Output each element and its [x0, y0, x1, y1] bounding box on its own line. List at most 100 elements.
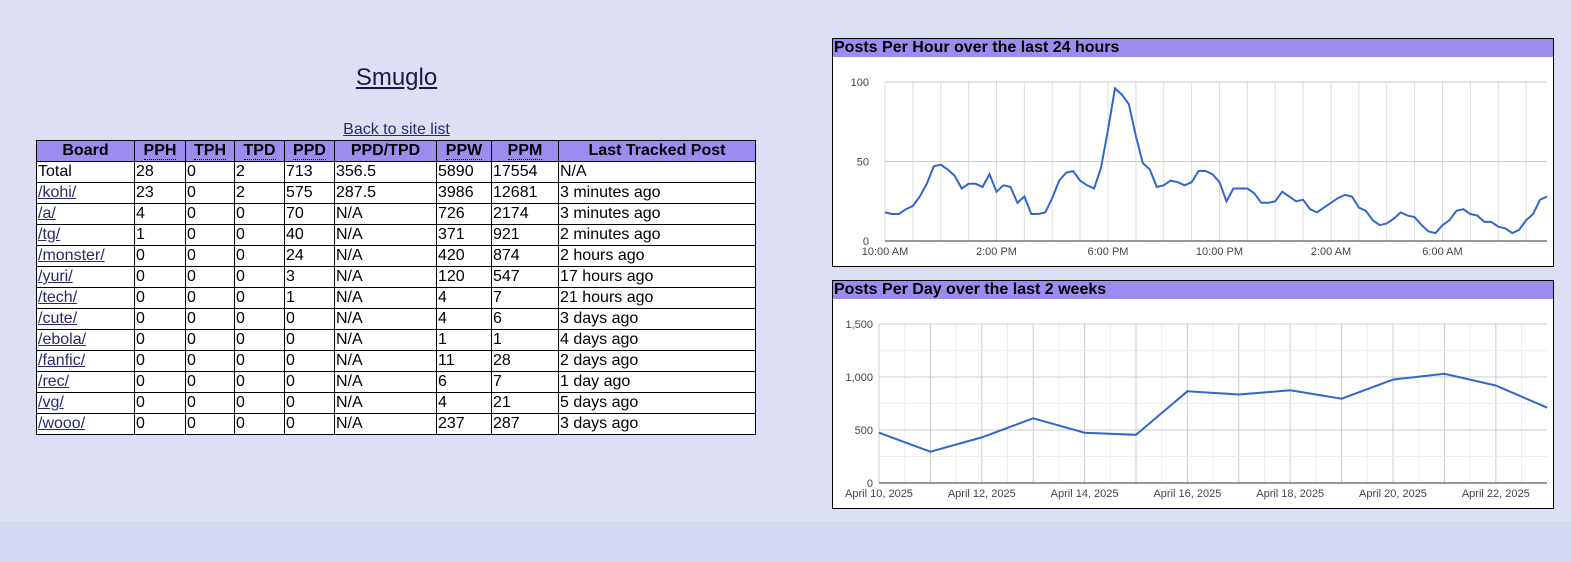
posts-per-day-title: Posts Per Day over the last 2 weeks: [833, 281, 1553, 299]
table-cell: 1: [491, 329, 559, 351]
table-cell: 24: [284, 245, 335, 267]
board-link[interactable]: /rec/: [38, 373, 70, 390]
board-link[interactable]: /monster/: [38, 247, 105, 264]
table-cell: 5890: [436, 161, 492, 183]
board-link[interactable]: /ebola/: [38, 331, 87, 348]
x-tick-label: April 16, 2025: [1153, 488, 1221, 500]
table-row: /ebola/0 0 0 0 N/A 1 1 4 days ago: [36, 329, 756, 351]
table-cell: 0: [134, 287, 186, 309]
table-cell: 0: [134, 371, 186, 393]
table-cell: 28: [134, 161, 186, 183]
table-cell: 0: [185, 392, 235, 414]
posts-per-hour-panel: Posts Per Hour over the last 24 hours 0 5…: [832, 38, 1554, 267]
table-cell: 2174: [491, 203, 559, 225]
table-cell: N/A: [334, 287, 437, 309]
table-cell: 0: [134, 245, 186, 267]
table-cell: 2: [234, 161, 285, 183]
table-cell: 4: [436, 287, 492, 309]
table-cell: 0: [185, 413, 235, 435]
table-row: /tech/0 0 0 1 N/A 4 7 21 hours ago: [36, 287, 756, 309]
table-cell: 0: [234, 413, 285, 435]
board-link[interactable]: /kohi/: [38, 184, 77, 201]
board-link[interactable]: /a/: [38, 205, 56, 222]
table-row: /a/4 0 0 70 N/A 726 2174 3 minutes ago: [36, 203, 756, 225]
header-last-tracked-post: Last Tracked Post: [558, 140, 756, 162]
table-cell: 0: [185, 266, 235, 288]
table-cell: 2 days ago: [558, 350, 756, 372]
x-tick-label: 6:00 PM: [1088, 246, 1129, 258]
table-cell: 0: [185, 203, 235, 225]
table-cell: 4 days ago: [558, 329, 756, 351]
board-link[interactable]: /wooo/: [38, 415, 86, 432]
table-cell: 287: [491, 413, 559, 435]
board-cell: /a/: [36, 203, 135, 225]
table-cell: N/A: [334, 245, 437, 267]
table-cell: 0: [185, 308, 235, 330]
table-cell: 420: [436, 245, 492, 267]
table-cell: N/A: [334, 308, 437, 330]
table-cell: 11: [436, 350, 492, 372]
y-tick-label: 500: [855, 425, 873, 437]
board-cell: /tech/: [36, 287, 135, 309]
table-cell: 0: [134, 329, 186, 351]
table-cell: 40: [284, 224, 335, 246]
board-link[interactable]: /tg/: [38, 226, 61, 243]
table-cell: Total: [36, 161, 135, 183]
board-cell: /fanfic/: [36, 350, 135, 372]
table-cell: 4: [436, 308, 492, 330]
table-cell: 0: [284, 350, 335, 372]
posts-per-day-panel: Posts Per Day over the last 2 weeks 0 500…: [832, 280, 1554, 509]
table-cell: 120: [436, 266, 492, 288]
table-cell: 17554: [491, 161, 559, 183]
table-cell: 1: [134, 224, 186, 246]
back-to-site-list-link[interactable]: Back to site list: [343, 121, 450, 138]
y-tick-label: 1,500: [845, 319, 873, 331]
table-cell: N/A: [334, 224, 437, 246]
table-cell: 0: [234, 266, 285, 288]
table-cell: 0: [134, 350, 186, 372]
board-link[interactable]: /yuri/: [38, 268, 73, 285]
x-tick-label: April 12, 2025: [948, 488, 1016, 500]
table-row: Total 28 0 2 713 356.5 5890 17554 N/A: [36, 161, 756, 183]
table-cell: N/A: [334, 371, 437, 393]
table-cell: 0: [284, 413, 335, 435]
table-cell: 4: [134, 203, 186, 225]
table-cell: 0: [234, 245, 285, 267]
table-cell: 4: [436, 392, 492, 414]
posts-per-day-chart: 0 500 1,000 1,500 April 10, 2025 April 12, 20…: [845, 319, 1548, 500]
site-title-link[interactable]: Smuglo: [355, 64, 438, 91]
header-tpd: TPD: [234, 140, 285, 162]
table-cell: N/A: [334, 203, 437, 225]
board-cell: /vg/: [36, 392, 135, 414]
table-cell: 7: [491, 371, 559, 393]
table-row: /tg/1 0 0 40 N/A 371 921 2 minutes ago: [36, 224, 756, 246]
table-cell: 0: [234, 224, 285, 246]
board-cell: /tg/: [36, 224, 135, 246]
table-cell: N/A: [334, 266, 437, 288]
table-cell: 0: [284, 371, 335, 393]
table-cell: 874: [491, 245, 559, 267]
x-tick-label: April 14, 2025: [1051, 488, 1119, 500]
table-cell: 356.5: [334, 161, 437, 183]
table-cell: 21: [491, 392, 559, 414]
table-cell: 1 day ago: [558, 371, 756, 393]
table-cell: 0: [185, 245, 235, 267]
table-cell: 28: [491, 350, 559, 372]
board-link[interactable]: /vg/: [38, 394, 64, 411]
x-tick-label: April 20, 2025: [1359, 488, 1427, 500]
board-link[interactable]: /cute/: [38, 310, 78, 327]
board-cell: /yuri/: [36, 266, 135, 288]
table-cell: 921: [491, 224, 559, 246]
table-cell: 0: [234, 287, 285, 309]
header-ppd-tpd: PPD/TPD: [334, 140, 437, 162]
table-cell: 2 minutes ago: [558, 224, 756, 246]
table-cell: 3 days ago: [558, 413, 756, 435]
table-cell: 237: [436, 413, 492, 435]
table-cell: 1: [436, 329, 492, 351]
table-cell: 2: [234, 182, 285, 204]
table-cell: 3986: [436, 182, 492, 204]
board-link[interactable]: /fanfic/: [38, 352, 86, 369]
table-cell: 575: [284, 182, 335, 204]
board-link[interactable]: /tech/: [38, 289, 78, 306]
table-cell: 0: [284, 392, 335, 414]
